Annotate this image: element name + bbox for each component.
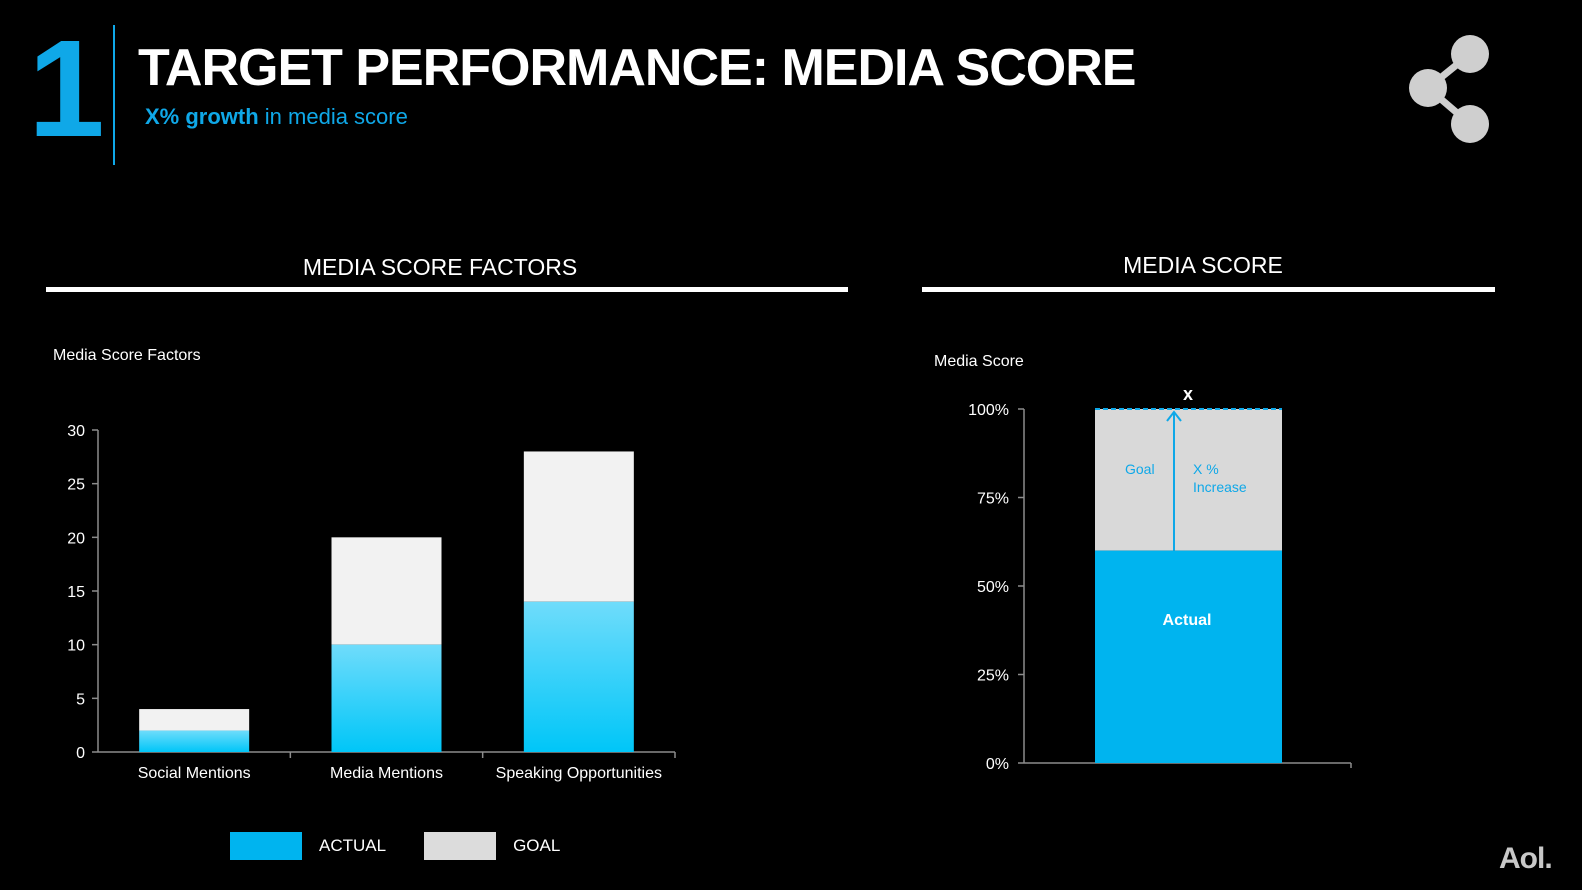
section-title-score: MEDIA SCORE [1123,252,1283,278]
y-tick-label: 0% [986,756,1009,773]
y-tick-label: 0 [76,745,85,762]
x-category-label: Media Mentions [330,765,443,782]
bar-goal-2 [523,451,634,602]
y-tick-label: 75% [977,491,1009,508]
y-tick-label: 50% [977,579,1009,596]
aol-logo: Aol. [1499,842,1553,875]
bar-actual-2 [523,601,634,752]
section-rule-score [922,287,1495,292]
factors-chart: Media Score Factors 0 5 10 15 20 25 30 Social Me… [53,347,676,782]
y-tick-label: 5 [76,691,85,708]
target-marker-label: x [1183,384,1193,404]
section-rule-factors [46,287,848,292]
y-tick-label: 15 [67,584,85,601]
bar-actual-1 [331,644,442,752]
x-category-label: Speaking Opportunities [496,765,662,782]
slide-number: 1 [28,12,105,166]
legend-swatch-actual [230,832,302,860]
bar-goal-1 [331,537,442,645]
goal-segment-label: Goal [1125,461,1155,477]
bar-goal-0 [139,709,250,731]
subtitle-text: in media score [258,104,408,129]
legend-swatch-goal [424,832,497,860]
y-tick-label: 25 [67,477,85,494]
y-tick-label: 10 [67,638,85,655]
factors-chart-title: Media Score Factors [53,347,201,364]
y-tick-label: 30 [67,423,85,440]
increase-arrow-head [1166,410,1182,422]
section-title-factors: MEDIA SCORE FACTORS [302,254,578,280]
share-icon [1409,35,1489,143]
page-title: TARGET PERFORMANCE: MEDIA SCORE [138,39,1136,97]
score-chart-title: Media Score [934,353,1024,370]
bar-goal [1095,409,1282,551]
y-tick-label: 100% [968,402,1009,419]
x-category-label: Social Mentions [138,765,251,782]
chart-legend: ACTUAL GOAL [230,832,594,860]
score-chart: Media Score 0% 25% 50% 75% 100% x Goal X % Increa… [934,353,1352,773]
y-tick-label: 25% [977,668,1009,685]
bar-actual [1095,550,1282,763]
bar-actual-0 [139,730,250,752]
header-divider [113,25,115,165]
increase-label-line1: X % [1193,461,1219,477]
page-subtitle: X% growth in media score [145,104,408,130]
increase-label-line2: Increase [1193,479,1247,495]
actual-segment-label: Actual [1163,612,1212,629]
y-tick-label: 20 [67,530,85,547]
subtitle-emphasis: X% growth [145,104,259,129]
legend-label-goal: GOAL [513,836,561,855]
legend-label-actual: ACTUAL [319,836,387,855]
